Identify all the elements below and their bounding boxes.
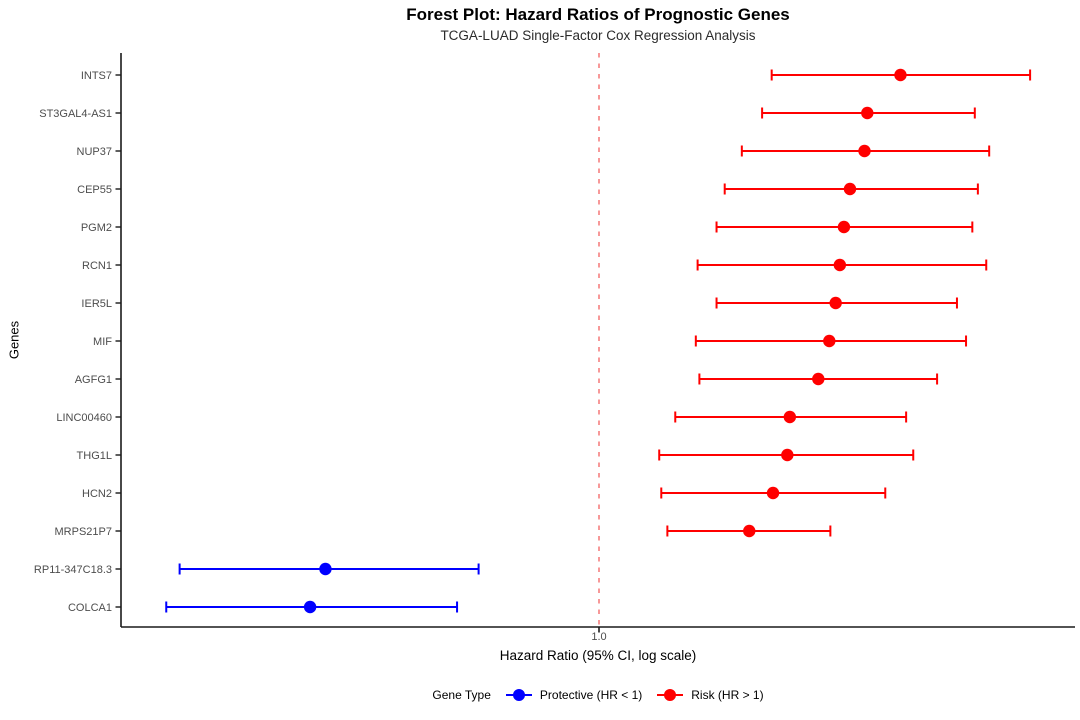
legend-item-protective: Protective (HR < 1)	[505, 688, 642, 702]
gene-tick-label-RP11-347C18.3: RP11-347C18.3	[34, 564, 112, 576]
x-axis-title: Hazard Ratio (95% CI, log scale)	[499, 648, 697, 663]
gene-tick-label-RCN1: RCN1	[82, 260, 112, 272]
legend-item-label-protective: Protective (HR < 1)	[539, 688, 643, 702]
hr-point-CEP55	[843, 182, 857, 196]
chart-subtitle: TCGA-LUAD Single-Factor Cox Regression A…	[440, 28, 756, 43]
x-axis-tick-label: 1.0	[591, 631, 607, 643]
gene-tick-label-INTS7: INTS7	[81, 70, 112, 82]
hr-point-HCN2	[766, 486, 780, 500]
gene-tick-label-LINC00460: LINC00460	[56, 412, 112, 424]
hr-point-IER5L	[829, 296, 842, 310]
legend-title: Gene Type	[432, 688, 491, 702]
chart-title: Forest Plot: Hazard Ratios of Prognostic…	[406, 5, 790, 24]
gene-tick-label-COLCA1: COLCA1	[68, 602, 112, 614]
protective-pointrange-icon	[505, 689, 532, 701]
legend: Gene Type Protective (HR < 1) Risk (HR >…	[121, 684, 1075, 706]
legend-item-risk: Risk (HR > 1)	[656, 688, 764, 702]
legend-item-label-risk: Risk (HR > 1)	[691, 688, 764, 702]
hr-point-INTS7	[894, 68, 907, 82]
hr-point-AGFG1	[812, 372, 825, 386]
hr-point-RCN1	[833, 258, 847, 272]
gene-tick-label-IER5L: IER5L	[81, 298, 112, 310]
hr-point-LINC00460	[783, 410, 797, 424]
hr-point-PGM2	[837, 220, 851, 234]
risk-pointrange-icon	[657, 689, 684, 701]
hr-point-COLCA1	[303, 600, 317, 614]
hr-point-MIF	[823, 334, 836, 348]
hr-point-RP11-347C18.3	[319, 562, 332, 576]
gene-tick-label-HCN2: HCN2	[82, 488, 112, 500]
gene-tick-label-THG1L: THG1L	[77, 450, 112, 462]
hr-point-THG1L	[781, 448, 794, 462]
hr-point-MRPS21P7	[743, 524, 756, 538]
gene-tick-label-MRPS21P7: MRPS21P7	[55, 526, 112, 538]
gene-tick-label-CEP55: CEP55	[77, 184, 112, 196]
gene-tick-label-ST3GAL4-AS1: ST3GAL4-AS1	[39, 108, 112, 120]
hr-point-ST3GAL4-AS1	[861, 106, 874, 120]
gene-tick-label-PGM2: PGM2	[81, 222, 112, 234]
gene-tick-label-MIF: MIF	[93, 336, 112, 348]
gene-tick-label-AGFG1: AGFG1	[75, 374, 112, 386]
hr-point-NUP37	[858, 144, 871, 158]
gene-tick-label-NUP37: NUP37	[77, 146, 112, 158]
